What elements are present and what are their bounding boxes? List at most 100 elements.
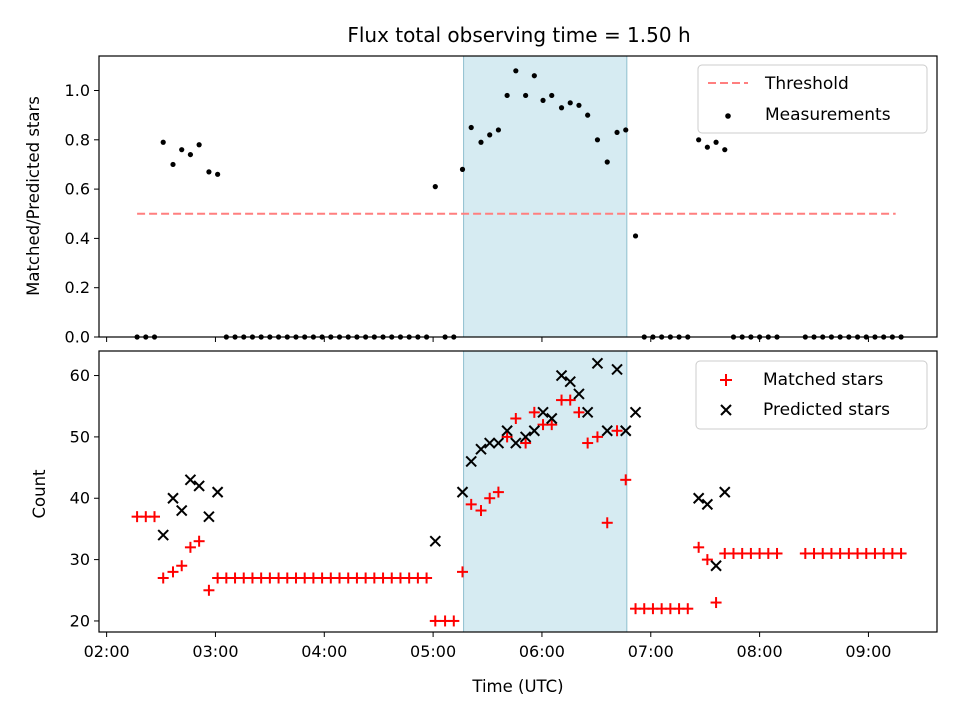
measurement-point bbox=[170, 161, 176, 168]
ratio-ytick-label: 0.8 bbox=[65, 130, 90, 149]
matched-point bbox=[184, 541, 196, 553]
measurement-point bbox=[540, 97, 546, 103]
predicted-point bbox=[537, 406, 549, 419]
measurement-point bbox=[513, 68, 519, 74]
matched-point bbox=[591, 431, 603, 443]
measurement-point bbox=[487, 132, 493, 138]
matched-point bbox=[465, 498, 477, 510]
ratio-ytick-label: 0.4 bbox=[65, 229, 90, 248]
measurement-point bbox=[215, 171, 221, 177]
measurements-legend-label: Measurements bbox=[765, 105, 891, 125]
matched-point bbox=[701, 554, 713, 566]
predicted-point bbox=[483, 437, 496, 449]
measurement-point bbox=[179, 147, 185, 153]
matched-point bbox=[149, 511, 161, 523]
measurement-point bbox=[604, 159, 610, 165]
predicted-point bbox=[601, 425, 613, 437]
predicted-point bbox=[546, 412, 558, 425]
predicted-point bbox=[456, 486, 469, 498]
ratio-ytick-label: 1.0 bbox=[65, 81, 90, 100]
measurement-point bbox=[696, 137, 702, 143]
matched-legend-label: Matched stars bbox=[763, 370, 883, 390]
count-panel: 20 30 40 50 60 02:00 03:00 04:00 05:00 06:00 07:00… bbox=[30, 350, 938, 696]
measurement-point bbox=[432, 184, 438, 190]
measurement-point bbox=[206, 169, 212, 175]
xtick-label: 07:00 bbox=[628, 642, 674, 661]
predicted-point bbox=[157, 529, 169, 541]
matched-point bbox=[421, 572, 433, 584]
xtick-label: 04:00 bbox=[301, 642, 347, 661]
count-legend: Matched stars Predicted stars bbox=[695, 360, 928, 430]
ratio-ylabel: Matched/Predicted stars bbox=[24, 96, 43, 296]
matched-point bbox=[456, 566, 468, 578]
predicted-point bbox=[581, 406, 594, 419]
ratio-plot-frame bbox=[98, 55, 938, 338]
count-ylabel: Count bbox=[30, 469, 49, 519]
count-ytick-label: 20 bbox=[70, 611, 90, 630]
matched-point bbox=[573, 406, 585, 418]
predicted-point bbox=[611, 363, 623, 376]
count-ytick-label: 60 bbox=[70, 366, 90, 385]
ratio-ytick-label: 0.0 bbox=[65, 328, 90, 347]
measurement-point bbox=[614, 129, 620, 136]
matched-point bbox=[693, 541, 705, 553]
x-axis-label: Time (UTC) bbox=[471, 677, 563, 696]
predicted-point bbox=[564, 375, 576, 388]
measurement-point bbox=[576, 102, 582, 108]
predicted-point bbox=[591, 357, 604, 369]
predicted-point bbox=[510, 437, 522, 449]
measurement-point bbox=[623, 127, 629, 133]
measurement-point bbox=[549, 92, 555, 99]
matched-point bbox=[546, 419, 558, 431]
matched-point bbox=[771, 547, 783, 559]
predicted-point bbox=[701, 498, 714, 511]
predicted-legend-swatch bbox=[720, 404, 732, 416]
measurement-point bbox=[459, 166, 466, 172]
measurements-legend-swatch bbox=[725, 113, 731, 119]
matched-point bbox=[710, 597, 722, 609]
measurement-point bbox=[523, 92, 529, 99]
chart-title: Flux total observing time = 1.50 h bbox=[347, 23, 690, 47]
xtick-label: 03:00 bbox=[192, 642, 238, 661]
xtick-label: 08:00 bbox=[737, 642, 783, 661]
matched-point bbox=[582, 437, 594, 449]
measurement-point bbox=[713, 139, 719, 145]
measurement-point bbox=[468, 124, 474, 131]
count-ytick-label: 40 bbox=[70, 489, 90, 508]
predicted-point bbox=[501, 425, 513, 437]
predicted-point bbox=[429, 535, 441, 547]
measurement-point bbox=[722, 147, 728, 153]
measurement-point bbox=[495, 127, 502, 133]
matched-point bbox=[564, 394, 576, 406]
predicted-point bbox=[528, 425, 541, 437]
matched-point bbox=[510, 412, 522, 424]
predicted-legend-label: Predicted stars bbox=[763, 400, 890, 420]
predicted-point bbox=[555, 369, 568, 382]
matched-point bbox=[176, 560, 188, 572]
matched-point bbox=[475, 505, 487, 517]
predicted-point bbox=[519, 431, 532, 443]
measurement-point bbox=[567, 100, 573, 106]
measurement-point bbox=[585, 112, 591, 118]
matched-point bbox=[448, 615, 460, 627]
matched-point bbox=[520, 437, 532, 449]
ratio-ytick-label: 0.6 bbox=[65, 180, 90, 199]
matched-point bbox=[484, 492, 496, 504]
measurement-point bbox=[594, 137, 601, 143]
count-highlight-band bbox=[463, 350, 628, 633]
matched-legend-swatch bbox=[720, 374, 732, 386]
predicted-point bbox=[211, 486, 224, 498]
count-ytick-label: 30 bbox=[70, 550, 90, 569]
matched-point bbox=[193, 535, 205, 547]
count-ytick-label: 50 bbox=[70, 427, 90, 446]
predicted-point bbox=[573, 388, 585, 400]
predicted-point bbox=[176, 504, 188, 517]
predicted-point bbox=[629, 406, 642, 419]
predicted-point bbox=[710, 560, 722, 572]
predicted-point bbox=[692, 492, 705, 504]
matched-point bbox=[429, 615, 441, 627]
matched-point bbox=[528, 406, 540, 418]
predicted-point bbox=[719, 486, 731, 498]
count-plot-frame bbox=[98, 350, 938, 633]
